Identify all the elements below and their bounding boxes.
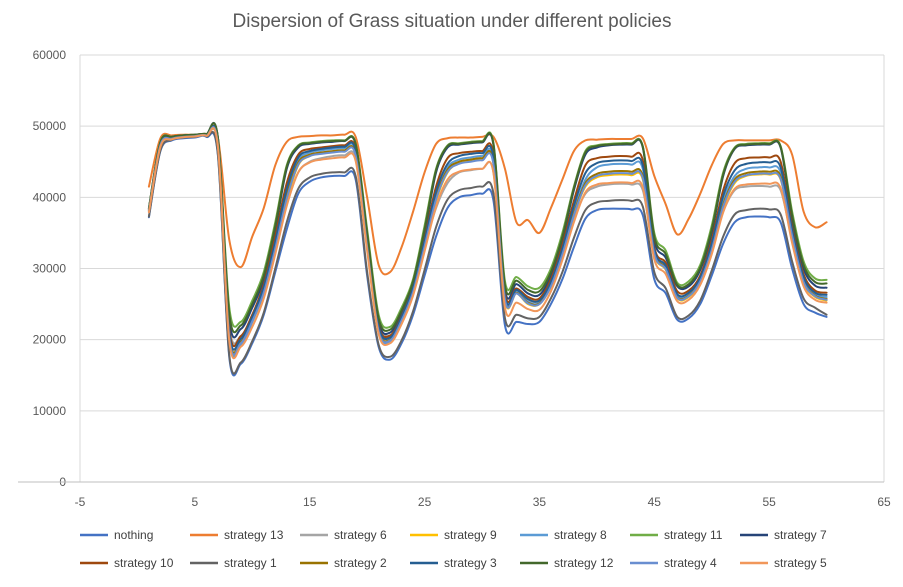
legend-item: strategy 11 <box>630 528 723 542</box>
legend-label: strategy 13 <box>224 528 284 542</box>
x-tick-label: 15 <box>303 495 317 509</box>
y-tick-label: 20000 <box>33 333 67 347</box>
legend-label: strategy 10 <box>114 556 174 570</box>
legend-item: strategy 2 <box>300 556 387 570</box>
series-line-strategy-13 <box>147 127 828 276</box>
legend-label: strategy 3 <box>444 556 497 570</box>
legend-item: strategy 6 <box>300 528 387 542</box>
x-tick-label: 5 <box>192 495 199 509</box>
y-tick-label: 60000 <box>33 48 67 62</box>
series-line-strategy-1 <box>147 130 828 375</box>
legend-item: strategy 8 <box>520 528 607 542</box>
series-line-strategy-5 <box>147 127 828 360</box>
chart-title: Dispersion of Grass situation under diff… <box>233 11 672 32</box>
series-line-strategy-12 <box>147 122 828 334</box>
legend-item: strategy 4 <box>630 556 717 570</box>
legend-label: strategy 11 <box>664 528 723 542</box>
legend-item: nothing <box>80 528 153 542</box>
legend-item: strategy 7 <box>740 528 827 542</box>
legend-label: strategy 6 <box>334 528 387 542</box>
legend: nothing strategy 13 strategy 6 strategy 9 st… <box>80 528 827 570</box>
x-tick-label: 35 <box>533 495 547 509</box>
legend-label: strategy 2 <box>334 556 387 570</box>
legend-label: strategy 4 <box>664 556 717 570</box>
legend-label: strategy 7 <box>774 528 827 542</box>
legend-item: strategy 12 <box>520 556 614 570</box>
x-tick-label: 45 <box>648 495 662 509</box>
legend-item: strategy 5 <box>740 556 827 570</box>
y-tick-label: 40000 <box>33 190 67 204</box>
legend-label: strategy 8 <box>554 528 607 542</box>
y-tick-label: 50000 <box>33 119 67 133</box>
legend-label: strategy 5 <box>774 556 827 570</box>
series-line-strategy-4 <box>147 126 828 356</box>
legend-item: strategy 1 <box>190 556 277 570</box>
x-tick-label: -5 <box>75 495 86 509</box>
legend-item: strategy 10 <box>80 556 174 570</box>
y-tick-label: 30000 <box>33 262 67 276</box>
legend-item: strategy 9 <box>410 528 497 542</box>
series-line-strategy-3 <box>147 124 828 351</box>
x-tick-label: 65 <box>877 495 891 509</box>
legend-label: nothing <box>114 528 153 542</box>
y-tick-label: 10000 <box>33 404 67 418</box>
x-tick-label: 55 <box>762 495 776 509</box>
legend-item: strategy 3 <box>410 556 497 570</box>
series-lines <box>147 121 828 377</box>
legend-label: strategy 9 <box>444 528 497 542</box>
legend-item: strategy 13 <box>190 528 284 542</box>
legend-label: strategy 1 <box>224 556 277 570</box>
legend-label: strategy 12 <box>554 556 614 570</box>
x-tick-label: 25 <box>418 495 432 509</box>
gridlines <box>79 54 885 482</box>
